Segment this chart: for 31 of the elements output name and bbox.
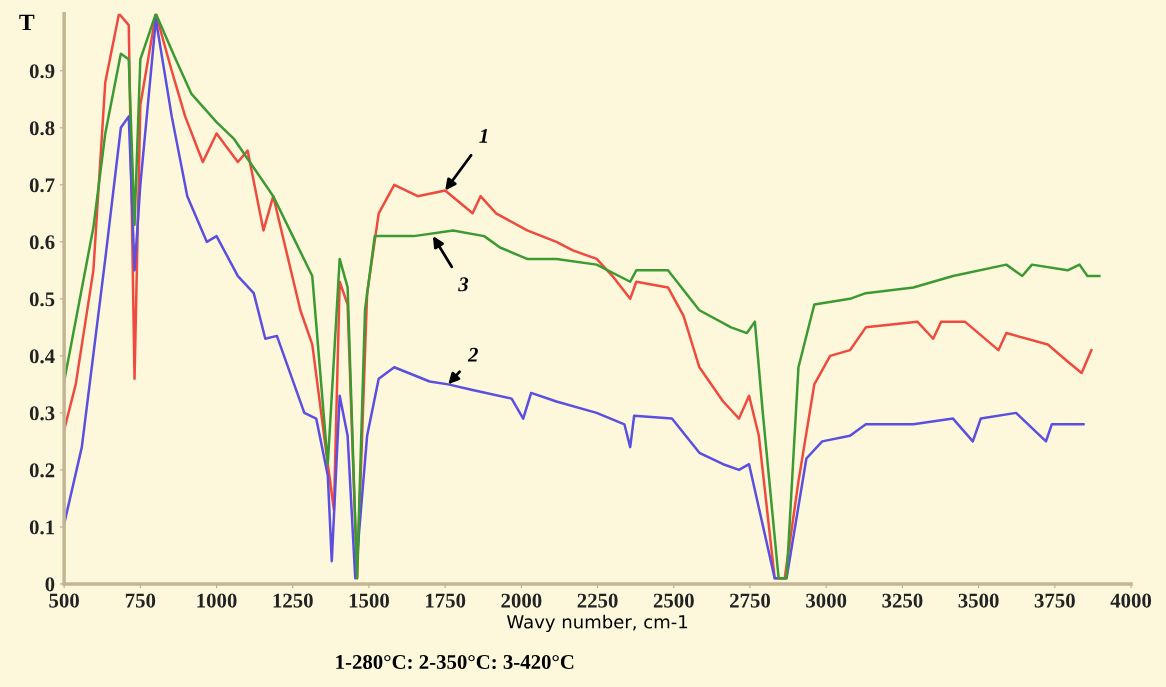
text: 1-280°C: 2-350°C: 3-420°C xyxy=(336,654,574,670)
x-tick-label: 1250 xyxy=(273,593,313,608)
annotation: 1 xyxy=(479,128,488,143)
x-tick-label: 500 xyxy=(49,593,79,608)
y-axis-title: T xyxy=(19,14,35,31)
y-tick-label: 0.3 xyxy=(29,406,55,421)
y-tick-label: 0 xyxy=(45,577,55,592)
x-tick-label: 3750 xyxy=(1034,593,1075,608)
y-tick-label: 0.7 xyxy=(29,178,55,193)
y-tick-label: 0.5 xyxy=(29,292,55,307)
x-tick-label: 4000 xyxy=(1110,593,1152,608)
y-tick-label: 0.2 xyxy=(29,463,55,478)
x-tick-label: 2750 xyxy=(730,593,771,608)
y-tick-label: 0.1 xyxy=(29,520,55,535)
annotation: 3 xyxy=(458,277,469,292)
y-tick-label: 0.6 xyxy=(29,235,55,250)
x-tick-label: 2500 xyxy=(653,593,694,608)
x-tick-label: 3250 xyxy=(882,593,923,608)
x-tick-label: 1000 xyxy=(197,593,237,608)
x-tick-label: 1750 xyxy=(426,593,466,608)
x-tick-label: 3000 xyxy=(806,593,847,608)
x-tick-label: 2250 xyxy=(577,593,618,608)
y-tick-label: 0.9 xyxy=(29,64,55,79)
x-tick-label: 750 xyxy=(125,593,156,608)
annotation: 2 xyxy=(467,347,478,362)
x-axis-title: Wavy number, cm-1 xyxy=(507,614,688,633)
y-tick-label: 0.8 xyxy=(29,121,55,136)
x-tick-label: 3500 xyxy=(958,593,999,608)
x-tick-label: 1500 xyxy=(349,593,389,608)
x-tick-label: 2000 xyxy=(501,593,542,608)
y-tick-label: 0.4 xyxy=(29,349,55,364)
